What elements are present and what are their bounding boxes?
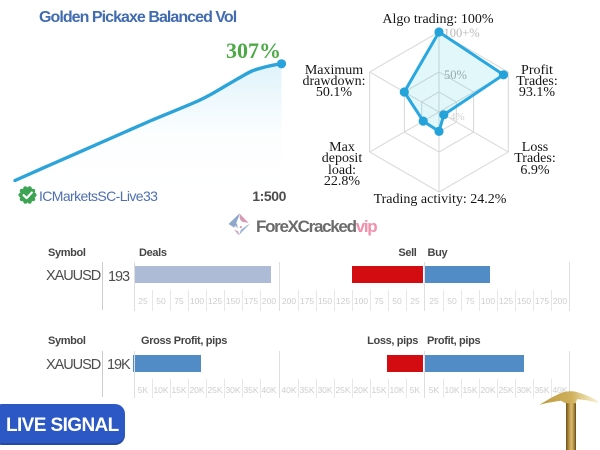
svg-text:50%: 50% [444,68,467,82]
svg-text:4%: 4% [450,111,465,123]
svg-text:100+%: 100+% [444,26,480,40]
